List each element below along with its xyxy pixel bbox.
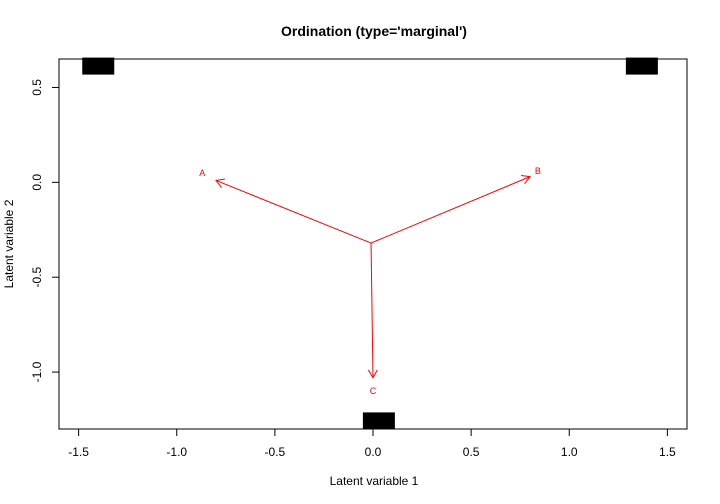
arrow-shaft [370,243,374,378]
x-tick-label: -1.5 [68,445,89,459]
x-tick-label: 0.0 [365,445,382,459]
arrow-shaft [370,176,531,244]
chart-title: Ordination (type='marginal') [281,23,467,39]
y-tick-label: 0.5 [30,79,44,96]
arrow-label: C [370,386,377,396]
x-tick-label: 0.5 [463,445,480,459]
arrow-head [215,178,225,188]
arrow-shaft [215,179,372,244]
arrow-label: A [199,168,205,178]
y-tick-label: -0.5 [30,267,44,288]
site-point [82,57,115,75]
x-tick-label: -1.0 [166,445,187,459]
y-axis-label: Latent variable 2 [2,199,16,288]
site-points [82,57,658,430]
y-tick-label: -1.0 [30,361,44,382]
x-tick-label: 1.5 [659,445,676,459]
x-tick-label: -0.5 [265,445,286,459]
x-axis: -1.5 -1.0 -0.5 0.0 0.5 1.0 1.5 [68,428,676,459]
y-axis: -1.0 -0.5 0.0 0.5 [30,79,60,382]
x-axis-label: Latent variable 1 [330,474,419,488]
arrow-label: B [535,166,541,176]
y-tick-label: 0.0 [30,174,44,191]
species-arrows: A B C [199,166,541,396]
site-point [625,57,658,75]
arrow-head [521,174,531,185]
site-point [362,412,395,430]
x-tick-label: 1.0 [561,445,578,459]
arrow-head [367,369,378,379]
